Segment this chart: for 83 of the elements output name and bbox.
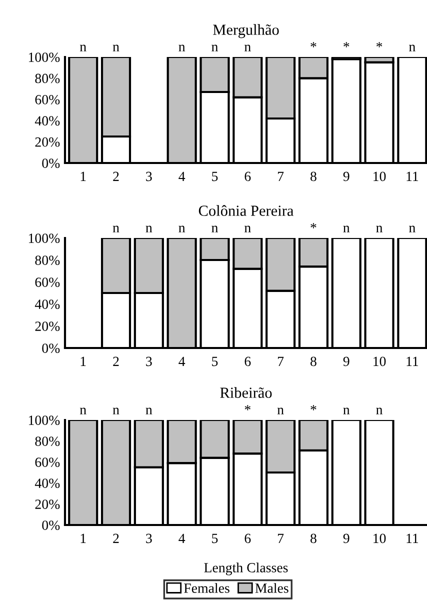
x-tick-label: 1 [80, 356, 86, 366]
y-tick-label: 20% [35, 137, 60, 147]
annotation: n [277, 408, 284, 414]
x-tick-label: 11 [406, 356, 418, 366]
y-tick-label: 0% [42, 520, 60, 530]
annotation: n [178, 44, 186, 52]
legend-label: Females [184, 583, 230, 593]
chart-title: Ribeirão [220, 387, 272, 398]
x-tick-label: 8 [310, 356, 316, 366]
annotation: n [343, 226, 350, 232]
annotation: n [343, 408, 350, 414]
x-tick-label: 10 [374, 534, 386, 544]
y-tick-label: 100% [28, 52, 60, 62]
annotation: n [409, 44, 416, 52]
annotation: n [80, 44, 86, 52]
y-tick-label: 80% [35, 256, 60, 265]
y-tick-label: 60% [35, 94, 60, 104]
y-tick-label: 0% [42, 344, 60, 353]
x-tick-label: 3 [146, 534, 152, 544]
y-tick-label: 40% [34, 116, 60, 126]
legend-label: Males [255, 583, 288, 593]
x-tick-label: 4 [178, 356, 186, 366]
annotation: n [212, 226, 218, 232]
x-tick-label: 6 [244, 356, 251, 366]
annotation: n [244, 44, 251, 52]
y-tick-label: 60% [35, 278, 60, 287]
y-tick-label: 100% [28, 416, 60, 425]
y-tick-label: 80% [35, 436, 60, 446]
annotation: n [212, 44, 218, 52]
y-tick-label: 20% [35, 322, 60, 331]
annotation: n [376, 408, 383, 414]
chart-title: Mergulhão [213, 24, 279, 38]
x-tick-label: 8 [310, 172, 316, 182]
x-tick-label: 7 [278, 534, 284, 543]
annotation: n [244, 226, 251, 232]
y-tick-label: 20% [35, 500, 60, 509]
x-tick-label: 9 [343, 172, 350, 182]
x-tick-label: 3 [146, 356, 152, 366]
annotation: n [112, 44, 120, 52]
x-tick-label: 2 [113, 534, 119, 543]
annotation: n [112, 408, 120, 414]
annotation: * [376, 42, 382, 48]
y-tick-label: 0% [42, 158, 60, 168]
chart-title: Colônia Pereira [198, 205, 294, 216]
x-tick-label: 3 [146, 172, 152, 182]
annotation: n [80, 408, 86, 414]
x-tick-label: 5 [212, 172, 218, 182]
annotation: n [146, 408, 152, 414]
y-tick-label: 80% [35, 74, 60, 84]
x-tick-label: 5 [212, 534, 218, 544]
x-tick-label: 10 [374, 172, 386, 182]
x-tick-label: 10 [374, 356, 386, 366]
x-tick-label: 1 [80, 534, 86, 543]
annotation: * [310, 405, 316, 410]
annotation: n [178, 226, 186, 232]
x-tick-label: 6 [244, 172, 251, 182]
y-tick-label: 40% [34, 478, 60, 488]
annotation: n [409, 226, 416, 232]
x-tick-label: 2 [113, 172, 119, 181]
annotation: n [146, 226, 152, 232]
x-tick-label: 5 [212, 356, 218, 366]
x-tick-label: 9 [343, 356, 350, 366]
x-tick-label: 4 [178, 172, 186, 181]
annotation: * [310, 42, 316, 48]
x-tick-label: 11 [406, 172, 418, 181]
x-axis-title: Length Classes [204, 562, 288, 576]
x-tick-label: 6 [244, 534, 251, 544]
annotation: * [310, 223, 316, 228]
x-tick-label: 4 [178, 534, 186, 543]
x-tick-label: 7 [278, 172, 284, 181]
x-tick-label: 2 [113, 356, 119, 366]
annotation: * [244, 405, 250, 410]
annotation: n [376, 226, 383, 232]
x-tick-label: 8 [310, 534, 316, 544]
y-tick-label: 40% [34, 300, 60, 309]
x-tick-label: 9 [343, 534, 350, 544]
x-tick-label: 1 [80, 172, 86, 181]
annotation: * [344, 42, 350, 48]
y-tick-label: 60% [35, 458, 60, 467]
annotation: n [112, 226, 120, 232]
y-tick-label: 100% [28, 234, 60, 243]
x-tick-label: 11 [406, 534, 418, 543]
x-tick-label: 7 [278, 356, 284, 366]
